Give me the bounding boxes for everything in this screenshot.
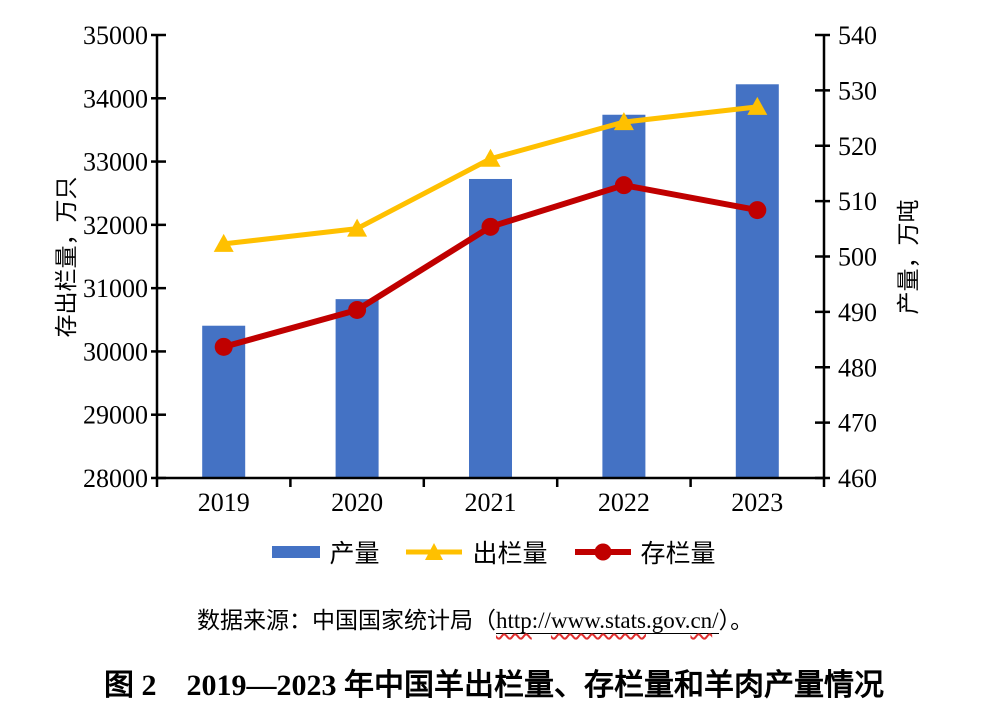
slaughter-point-2019 (213, 233, 234, 252)
legend-slaughter-label: 出栏量 (472, 541, 548, 568)
x-label-2021: 2021 (465, 488, 517, 517)
slaughter-point-2021 (480, 148, 501, 167)
left-tick-label-35000: 35000 (83, 21, 148, 50)
legend-item-slaughter: 出栏量 (405, 534, 548, 570)
legend-stock-label: 存栏量 (640, 541, 716, 568)
left-tick-label-33000: 33000 (83, 148, 148, 177)
x-label-2023: 2023 (731, 488, 783, 517)
production-bar-2022 (602, 114, 646, 479)
stock-point-2020 (348, 300, 367, 319)
chart-canvas: 28000 29000 30000 31000 32000 33000 34000 35000… (83, 21, 877, 517)
url-segment: .gov. (645, 608, 691, 633)
data-source-caption: 数据来源：中国国家统计局（http://www.stats.gov.cn/）。 (197, 601, 753, 635)
url-segment: / (712, 608, 719, 633)
legend-production-swatch (272, 546, 321, 558)
stock-point-2023 (748, 201, 767, 220)
x-label-2020: 2020 (331, 488, 383, 517)
stock-point-2021 (481, 217, 500, 236)
left-axis-title: 存出栏量，万只 (54, 176, 79, 338)
production-bar-2020 (335, 299, 379, 478)
legend-stock-swatch (574, 543, 631, 561)
left-tick-label-32000: 32000 (83, 211, 148, 240)
url-segment: www.stats (550, 608, 646, 633)
chart-legend: 产量 出栏量 存栏量 (0, 534, 988, 570)
right-axis-title: 产量，万吨 (896, 199, 921, 315)
right-tick-label-470: 470 (838, 409, 877, 438)
legend-item-stock: 存栏量 (574, 534, 716, 570)
left-tick-label-34000: 34000 (83, 84, 148, 113)
right-tick-label-490: 490 (838, 298, 877, 327)
right-tick-label-480: 480 (838, 353, 877, 382)
left-tick-label-30000: 30000 (83, 337, 148, 366)
source-url-link[interactable]: http://www.stats.gov.cn/ (496, 608, 719, 634)
stock-point-2022 (614, 176, 633, 195)
x-label-2019: 2019 (198, 488, 250, 517)
right-tick-label-500: 500 (838, 243, 877, 272)
legend-item-production: 产量 (272, 534, 379, 570)
x-label-2022: 2022 (598, 488, 650, 517)
slaughter-point-2023 (747, 96, 768, 115)
right-tick-label-460: 460 (838, 464, 877, 493)
figure-title: 图 2 2019—2023 年中国羊出栏量、存栏量和羊肉产量情况 (104, 669, 884, 702)
url-segment: :// (531, 608, 551, 633)
left-tick-label-31000: 31000 (83, 274, 148, 303)
right-tick-label-520: 520 (838, 132, 877, 161)
slaughter-point-2022 (613, 112, 634, 131)
url-segment: http (496, 608, 532, 633)
left-tick-label-28000: 28000 (83, 464, 148, 493)
production-bar-2023 (735, 84, 779, 478)
url-segment: cn (690, 608, 713, 633)
right-tick-label-540: 540 (838, 21, 877, 50)
caption-prefix: 数据来源：中国国家统计局（ (197, 608, 496, 633)
caption-suffix: ）。 (718, 608, 754, 633)
left-tick-label-29000: 29000 (83, 401, 148, 430)
right-tick-label-530: 530 (838, 76, 877, 105)
slaughter-point-2020 (347, 218, 368, 237)
legend-production-label: 产量 (329, 541, 380, 568)
legend-slaughter-swatch (406, 543, 463, 560)
right-tick-label-510: 510 (838, 187, 877, 216)
stock-point-2019 (214, 337, 233, 356)
